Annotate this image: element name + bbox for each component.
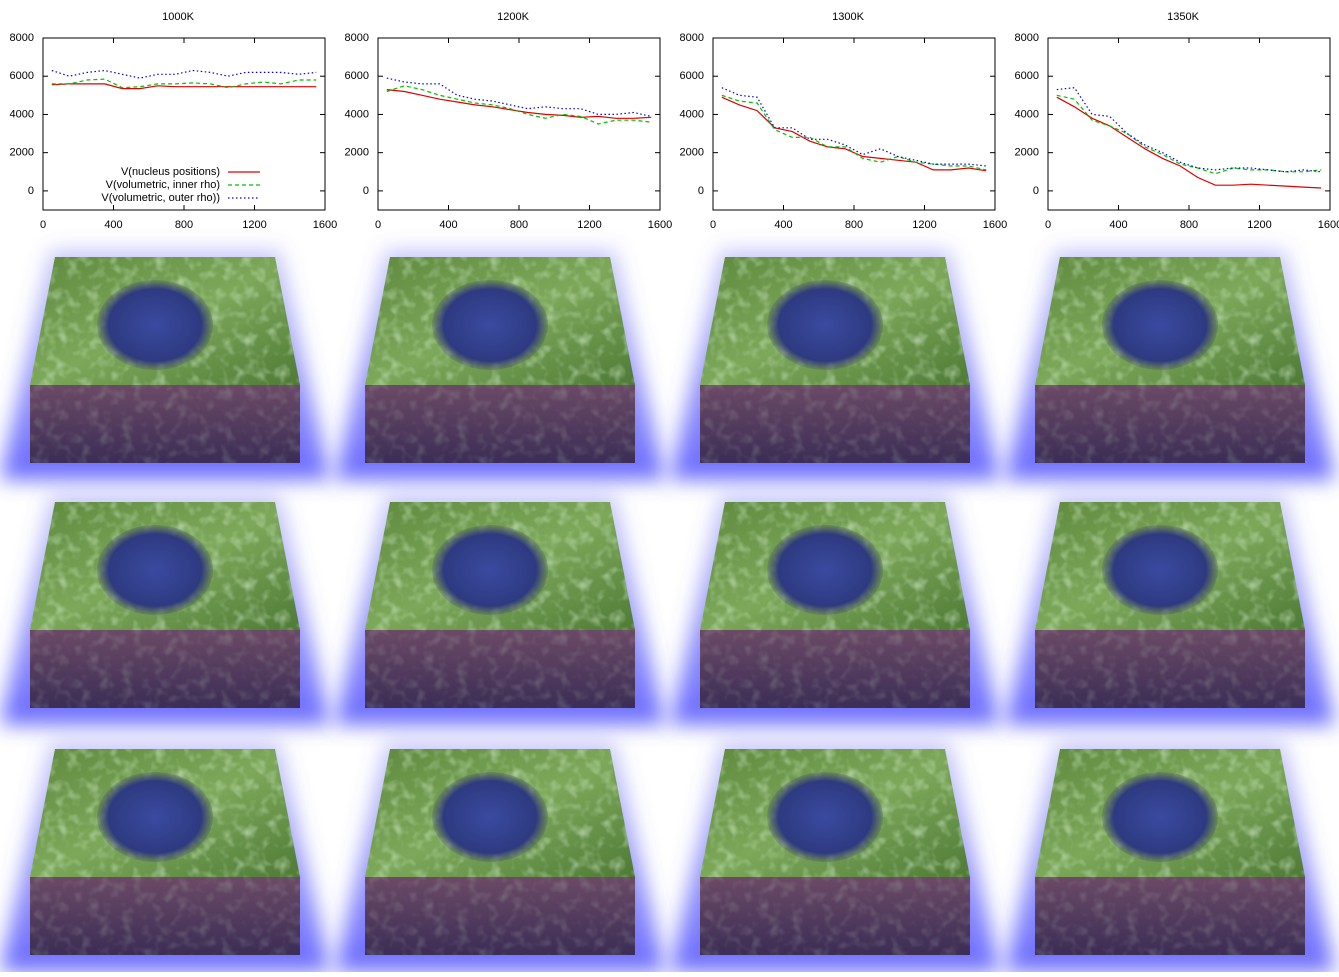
x-tick-label: 1200 <box>1247 219 1271 231</box>
y-tick-label: 4000 <box>1015 108 1039 120</box>
render-image <box>670 495 1000 725</box>
y-tick-label: 4000 <box>345 108 369 120</box>
y-tick-label: 4000 <box>10 108 34 120</box>
render-image <box>0 742 330 972</box>
x-tick-label: 0 <box>1045 219 1051 231</box>
x-tick-label: 1600 <box>313 219 337 231</box>
legend-label: V(volumetric, inner rho) <box>106 179 220 191</box>
y-tick-label: 0 <box>698 185 704 197</box>
y-tick-label: 0 <box>28 185 34 197</box>
render-grid <box>0 250 1335 972</box>
render-image <box>335 742 665 972</box>
x-tick-label: 400 <box>1109 219 1127 231</box>
series-line <box>1057 95 1321 173</box>
render-image <box>0 250 330 480</box>
y-tick-label: 2000 <box>345 147 369 159</box>
y-tick-label: 8000 <box>1015 32 1039 44</box>
x-tick-label: 400 <box>104 219 122 231</box>
y-tick-label: 0 <box>1033 185 1039 197</box>
series-line <box>722 88 986 166</box>
y-tick-label: 2000 <box>1015 147 1039 159</box>
figure: 1000K02000400060008000040080012001600V(n… <box>0 0 1339 972</box>
y-tick-label: 4000 <box>680 108 704 120</box>
render-image <box>335 250 665 480</box>
y-tick-label: 2000 <box>10 147 34 159</box>
x-tick-label: 400 <box>774 219 792 231</box>
y-tick-label: 8000 <box>10 32 34 44</box>
y-tick-label: 2000 <box>680 147 704 159</box>
x-tick-label: 0 <box>710 219 716 231</box>
plot-frame <box>378 38 660 210</box>
y-tick-label: 6000 <box>680 70 704 82</box>
series-line <box>1057 88 1321 172</box>
x-tick-label: 0 <box>40 219 46 231</box>
series-line <box>722 97 986 171</box>
x-tick-label: 800 <box>845 219 863 231</box>
x-tick-label: 1600 <box>983 219 1007 231</box>
x-tick-label: 1200 <box>912 219 936 231</box>
plot-frame <box>713 38 995 210</box>
series-line <box>722 95 986 170</box>
x-tick-label: 800 <box>1180 219 1198 231</box>
x-tick-label: 400 <box>439 219 457 231</box>
render-image <box>670 250 1000 480</box>
y-tick-label: 8000 <box>680 32 704 44</box>
series-line <box>52 84 316 89</box>
render-image <box>1005 742 1335 972</box>
x-tick-label: 1200 <box>242 219 266 231</box>
x-tick-label: 800 <box>510 219 528 231</box>
render-image <box>1005 250 1335 480</box>
render-image <box>335 495 665 725</box>
y-tick-label: 6000 <box>10 70 34 82</box>
render-image <box>0 495 330 725</box>
legend-label: V(volumetric, outer rho)) <box>101 192 220 204</box>
chart-title: 1350K <box>1167 11 1199 23</box>
x-tick-label: 1200 <box>577 219 601 231</box>
render-image <box>670 742 1000 972</box>
y-tick-label: 6000 <box>345 70 369 82</box>
x-tick-label: 1600 <box>648 219 672 231</box>
y-tick-label: 0 <box>363 185 369 197</box>
y-tick-label: 6000 <box>1015 70 1039 82</box>
chart-title: 1300K <box>832 11 864 23</box>
render-image <box>1005 495 1335 725</box>
legend-label: V(nucleus positions) <box>121 166 220 178</box>
x-tick-label: 1600 <box>1318 219 1339 231</box>
plot-frame <box>1048 38 1330 210</box>
series-line <box>387 90 651 119</box>
y-tick-label: 8000 <box>345 32 369 44</box>
x-tick-label: 800 <box>175 219 193 231</box>
chart-title: 1000K <box>162 11 194 23</box>
x-tick-label: 0 <box>375 219 381 231</box>
series-line <box>52 71 316 79</box>
chart-title: 1200K <box>497 11 529 23</box>
series-line <box>1057 97 1321 188</box>
